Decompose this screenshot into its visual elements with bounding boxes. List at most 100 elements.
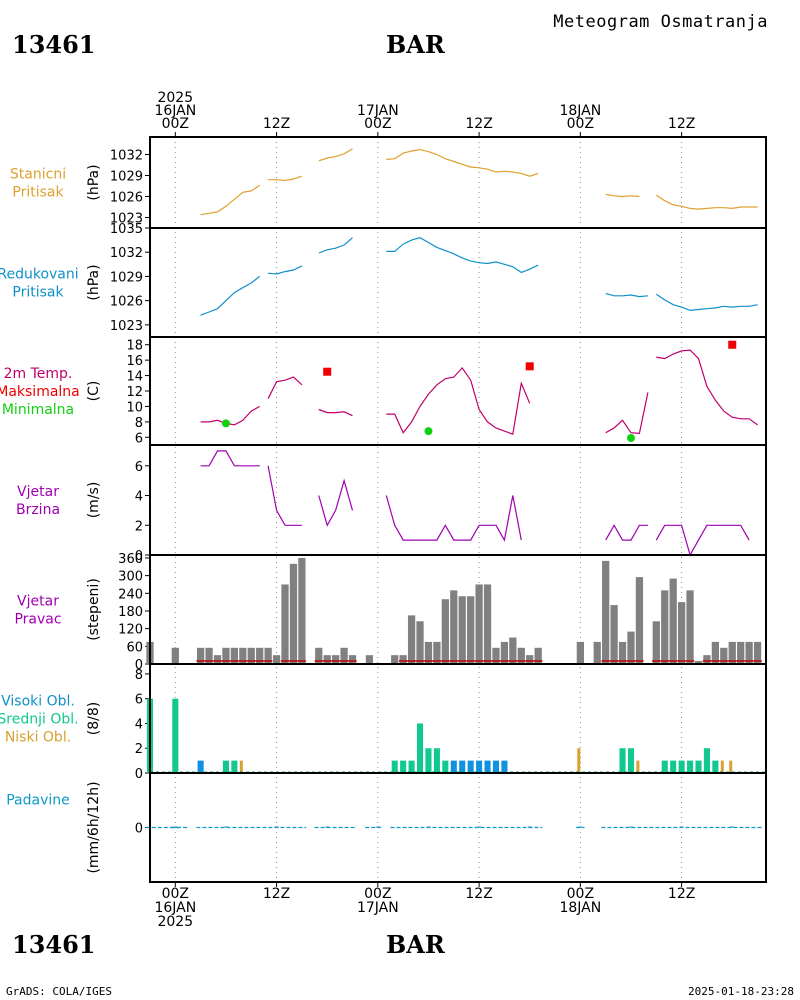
wind-dir-bar	[526, 655, 534, 664]
wind-dir-bar	[433, 641, 441, 664]
time-label-top: 12Z	[465, 116, 492, 132]
precip-bar	[375, 826, 380, 828]
y-tick-label: 16	[126, 354, 143, 369]
time-label-bottom: 18JAN	[559, 900, 601, 916]
time-label-top: 18JAN	[559, 103, 601, 119]
panel-vjetar-brzina: Vjetar Brzina (m/s) 0 2 4 6	[16, 444, 767, 564]
cloud-mid-bar	[712, 760, 719, 773]
time-label-top: 12Z	[263, 116, 290, 132]
series-line	[318, 148, 353, 162]
y-tick-label: 6	[135, 460, 143, 475]
series-line	[386, 237, 539, 274]
series-line	[386, 148, 539, 177]
wind-dir-bar	[222, 647, 230, 664]
cloud-low-bar	[636, 760, 640, 773]
series-line	[200, 275, 261, 316]
panel-label: Pravac	[14, 612, 61, 628]
time-label-bottom: 12Z	[263, 886, 290, 902]
series-line	[268, 175, 303, 182]
cloud-mid-bar	[433, 748, 440, 773]
time-label-top: 12Z	[668, 116, 695, 132]
cloud-mid-bar	[425, 748, 432, 773]
y-tick-label: 8	[135, 668, 143, 683]
cloud-mid-bar	[695, 760, 702, 773]
wind-dir-bar	[593, 641, 601, 664]
series-line	[267, 376, 303, 399]
series-line	[605, 524, 648, 541]
series-line	[318, 237, 353, 254]
time-label-bottom: 17JAN	[357, 900, 399, 916]
wind-dir-bar	[483, 584, 492, 664]
y-tick-label: 2	[135, 742, 143, 757]
series-line	[656, 349, 758, 426]
cloud-mid-bar	[408, 760, 415, 773]
y-axis-label: (C)	[86, 381, 102, 402]
y-axis-label: (stepeni)	[86, 578, 102, 641]
y-tick-label: 1029	[110, 270, 143, 285]
cloud-mid-bar	[222, 760, 229, 773]
wind-dir-bar	[298, 557, 306, 664]
precip-bar	[477, 826, 482, 828]
y-tick-label: 2	[135, 519, 143, 534]
wind-dir-bar	[458, 596, 466, 664]
tmin-marker	[221, 419, 230, 428]
wind-dir-bar	[534, 647, 542, 664]
wind-dir-bar	[677, 602, 686, 664]
panel-redukovani: Redukovani Pritisak (hPa) 1023 1026 1029 1032 1…	[0, 222, 767, 338]
y-axis-label: (mm/6h/12h)	[86, 781, 102, 873]
panel-frame	[149, 336, 767, 446]
wind-dir-bar	[686, 590, 694, 664]
footer-timestamp: 2025-01-18-23:28	[688, 985, 794, 998]
panel-frame	[149, 136, 767, 229]
time-label-top: 2025	[157, 90, 193, 106]
series-line	[605, 193, 640, 198]
series-line	[200, 184, 261, 216]
precip-bar	[730, 826, 735, 828]
y-tick-label: 12	[126, 385, 143, 400]
series-line	[318, 478, 354, 527]
wind-dir-bar	[340, 647, 348, 664]
wind-dir-bar	[247, 647, 255, 664]
cloud-mid-bar	[391, 760, 398, 773]
panel-oblacnost: Visoki Obl. Srednji Obl. Niski Obl. (8/8) 0 2…	[0, 663, 767, 782]
cloud-low-bar	[729, 760, 733, 773]
panel-label: Pritisak	[12, 185, 64, 201]
cloud-high-bar	[450, 760, 457, 773]
time-label-bottom: 16JAN	[154, 900, 196, 916]
meteogram-title: Meteogram Osmatranja	[553, 12, 768, 32]
cloud-low-bar	[239, 760, 243, 773]
precip-bar	[426, 826, 431, 828]
y-axis-label: (8/8)	[86, 702, 102, 735]
y-tick-label: 1035	[110, 222, 143, 237]
station-code-top: BAR	[386, 30, 445, 59]
station-code-bottom: BAR	[386, 930, 445, 959]
time-label-bottom: 12Z	[465, 886, 492, 902]
time-label-bottom: 00Z	[364, 886, 391, 902]
cloud-mid-bar	[661, 760, 668, 773]
cloud-mid-bar	[172, 698, 179, 773]
wind-dir-bar	[365, 655, 374, 664]
wind-dir-bar	[272, 655, 281, 664]
wind-dir-bar	[652, 621, 660, 664]
cloud-high-bar	[197, 760, 204, 773]
y-tick-label: 10	[126, 400, 143, 415]
series-line	[267, 465, 302, 526]
time-label-bottom: 00Z	[162, 886, 189, 902]
y-tick-label: 1026	[110, 295, 143, 310]
series-line	[655, 293, 758, 312]
y-tick-label: 18	[126, 339, 143, 354]
time-label-top: 16JAN	[154, 103, 196, 119]
cloud-low-bar	[720, 760, 724, 773]
y-tick-label: 6	[135, 693, 143, 708]
wind-dir-bar	[230, 647, 239, 664]
y-tick-label: 120	[118, 623, 143, 638]
tmin-marker	[626, 434, 635, 443]
panel-label: Redukovani	[0, 267, 79, 283]
series-line	[655, 194, 758, 210]
wind-dir-bar	[745, 641, 753, 664]
cloud-mid-bar	[703, 748, 710, 773]
wind-dir-bar	[450, 590, 458, 664]
series-line	[200, 405, 260, 426]
precip-bar	[223, 826, 228, 828]
time-label-bottom: 2025	[157, 914, 193, 930]
